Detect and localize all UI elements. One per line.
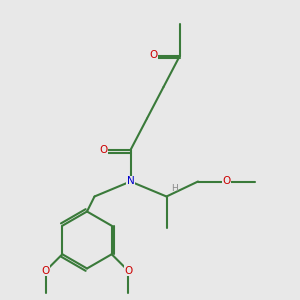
Text: H: H [171, 184, 177, 193]
Text: O: O [149, 50, 157, 61]
Text: N: N [127, 176, 134, 187]
Text: O: O [42, 266, 50, 276]
Text: O: O [99, 145, 108, 155]
Text: O: O [124, 266, 132, 276]
Text: O: O [222, 176, 231, 187]
